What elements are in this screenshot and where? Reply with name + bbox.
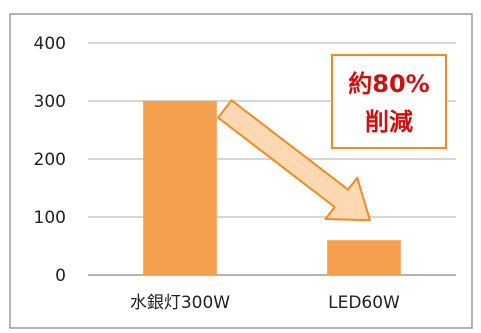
y-tick-label: 300 (34, 92, 66, 112)
reduction-callout: 約80% 削減 (331, 54, 447, 149)
y-axis-ticks: 0 100 200 300 400 (34, 34, 66, 286)
callout-percent-text: 約80% (348, 70, 429, 98)
bars (143, 101, 401, 275)
category-label: 水銀灯300W (130, 293, 230, 313)
y-tick-label: 200 (34, 150, 66, 170)
bar (327, 240, 401, 275)
y-tick-label: 0 (55, 266, 66, 286)
category-label: LED60W (328, 293, 400, 313)
callout-reduction-text: 削減 (365, 108, 413, 136)
reduction-arrow (217, 99, 371, 222)
down-right-arrow-icon (217, 99, 371, 222)
y-tick-label: 100 (34, 208, 66, 228)
y-tick-label: 400 (34, 34, 66, 54)
category-labels: 水銀灯300W LED60W (130, 293, 400, 313)
callout-box (331, 54, 447, 149)
bar (143, 101, 217, 275)
